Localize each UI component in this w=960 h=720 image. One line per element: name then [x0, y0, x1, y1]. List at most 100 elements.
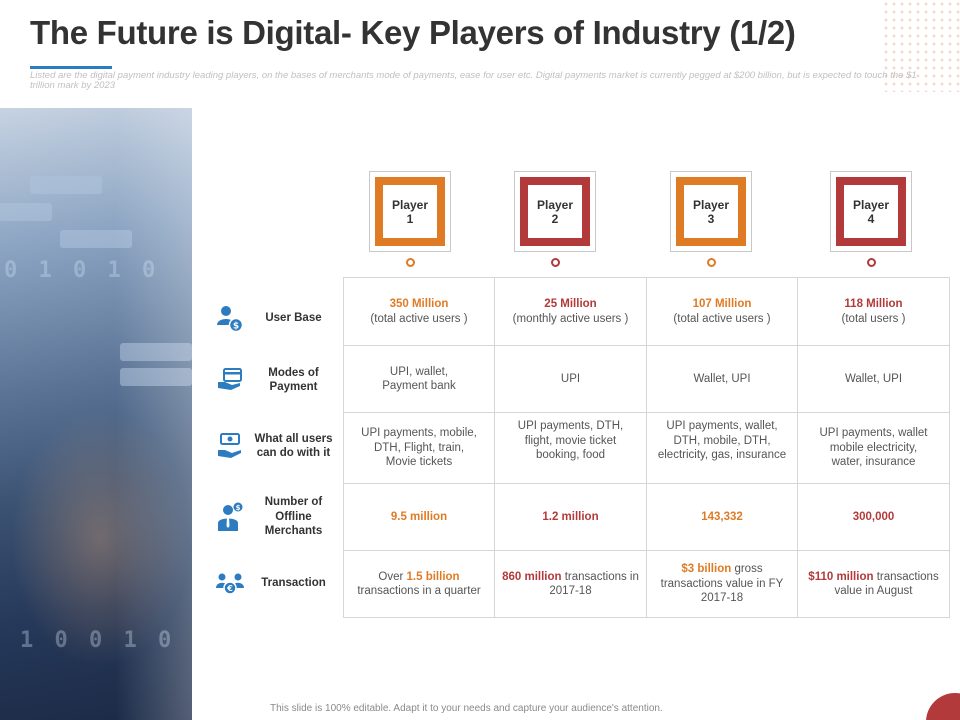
table-row-transactions: Over 1.5 billion transactions in a quarte… [343, 550, 950, 618]
table-row-modes: UPI, wallet, Payment bank UPI Wallet, UPI… [343, 345, 950, 413]
cell-highlight: 25 Million [544, 298, 597, 310]
cell-highlight: 1.5 billion [406, 570, 460, 583]
lock-box-decoration [120, 343, 192, 361]
connector-node [406, 258, 415, 267]
connector-node [867, 258, 876, 267]
comparison-table: 350 Million (total active users ) 25 Mill… [343, 277, 950, 618]
cell-text: transactions value in August [834, 570, 939, 598]
row-label-user-base: $ User Base [212, 298, 338, 338]
player-label-line: Player [536, 197, 574, 212]
table-cell: $3 billion gross transactions value in F… [646, 550, 798, 618]
table-cell: 143,332 [646, 483, 798, 551]
connector-node [707, 258, 716, 267]
cell-highlight: $110 million [808, 570, 874, 583]
cell-line: electricity, gas, insurance [657, 449, 787, 461]
player-2-label: Player 2 [520, 177, 590, 246]
table-cell: 107 Million (total active users ) [646, 277, 798, 346]
row-label-text: Number of Offline Merchants [264, 496, 323, 538]
cell-line: UPI payments, DTH, [517, 420, 624, 432]
table-cell: 9.5 million [343, 483, 495, 551]
player-number: 4 [867, 211, 875, 226]
player-2-box: Player 2 [514, 171, 596, 267]
table-row-merchants: 9.5 million 1.2 million 143,332 300,000 [343, 483, 950, 551]
table-cell: UPI payments, DTH, flight, movie ticket bo… [494, 412, 647, 484]
table-cell: UPI payments, wallet mobile electricity, w… [797, 412, 950, 484]
lock-box-decoration [120, 368, 192, 386]
svg-text:€: € [226, 584, 233, 593]
table-cell: Wallet, UPI [797, 345, 950, 413]
row-label-text: User Base [265, 311, 322, 324]
svg-text:$: $ [236, 504, 241, 512]
cell-line: UPI payments, mobile, [361, 427, 477, 440]
player-label-line: Player [391, 197, 429, 212]
table-row-user-base: 350 Million (total active users ) 25 Mill… [343, 277, 950, 346]
svg-text:$: $ [233, 322, 239, 332]
player-label-line: Player [692, 197, 730, 212]
binary-digits-decoration: 0 1 0 1 0 [4, 258, 159, 283]
dot-pattern-decoration [882, 0, 960, 92]
cash-in-hand-icon [218, 433, 241, 458]
row-label-offline-merchants: $ Number of Offline Merchants [212, 496, 338, 538]
table-cell: 300,000 [797, 483, 950, 551]
cell-highlight: 143,332 [701, 510, 743, 523]
table-cell: UPI, wallet, Payment bank [343, 345, 495, 413]
cell-highlight: 107 Million [692, 298, 752, 310]
table-cell: $110 million transactions value in Augus… [797, 550, 950, 618]
player-1-box: Player 1 [369, 171, 451, 267]
cell-highlight: $3 billion [681, 563, 732, 576]
row-label-text: Transaction [261, 576, 326, 589]
table-cell: UPI [494, 345, 647, 413]
connector-node [551, 258, 560, 267]
cell-highlight: 350 Million [389, 298, 449, 310]
lock-box-decoration [60, 230, 132, 248]
player-1-label: Player 1 [375, 177, 445, 246]
table-cell: 860 million transactions in 2017-18 [494, 550, 647, 618]
cell-line: booking, food [535, 449, 606, 461]
cell-highlight: 9.5 million [390, 510, 448, 523]
table-row-uses: UPI payments, mobile, DTH, Flight, train,… [343, 412, 950, 484]
user-money-icon: $ [217, 306, 244, 333]
corner-circle-decoration [926, 693, 960, 720]
cell-text: transactions in a quarter [357, 585, 481, 597]
table-cell: 1.2 million [494, 483, 647, 551]
table-cell: Wallet, UPI [646, 345, 798, 413]
cell-line: UPI payments, wallet [819, 427, 928, 440]
cell-highlight: 300,000 [852, 510, 895, 523]
cell-text: gross transactions value in FY 2017-18 [660, 563, 784, 605]
cell-text: transactions in 2017-18 [549, 570, 639, 598]
table-cell: UPI payments, mobile, DTH, Flight, train,… [343, 412, 495, 484]
cell-line: flight, movie ticket [524, 434, 617, 447]
cell-highlight: 1.2 million [542, 510, 599, 523]
lock-box-decoration [30, 176, 102, 194]
row-label-uses: What all users can do with it [212, 426, 338, 466]
row-label-text: What all users can do with it [254, 432, 333, 460]
cell-highlight: 118 Million [844, 298, 903, 310]
side-photo: 0 1 0 1 0 1 0 0 1 0 [0, 108, 192, 720]
cell-note: (monthly active users ) [512, 312, 629, 325]
row-label-transaction: € Transaction [212, 563, 338, 603]
photo-fade [0, 108, 192, 720]
lock-box-decoration [0, 203, 52, 221]
player-4-label: Player 4 [836, 177, 906, 246]
title-underline [30, 66, 112, 69]
cell-line: Movie tickets [385, 456, 453, 469]
table-cell: 118 Million (total users ) [797, 277, 950, 346]
photo-glow [10, 408, 190, 668]
cell-note: (total active users ) [673, 312, 771, 325]
businessman-dollar-icon: $ [218, 502, 243, 531]
cell-text: Over [378, 570, 407, 583]
table-cell: 350 Million (total active users ) [343, 277, 495, 346]
cell-note: (total active users ) [370, 312, 468, 325]
cell-highlight: 860 million [502, 570, 562, 583]
slide-title: The Future is Digital- Key Players of In… [30, 14, 796, 51]
cell-line: DTH, mobile, DTH, [673, 434, 771, 447]
cell-line: DTH, Flight, train, [373, 441, 465, 454]
player-number: 3 [707, 211, 715, 226]
cell-note: (total users ) [841, 312, 906, 325]
player-label-line: Player [852, 197, 890, 212]
slide-footer: This slide is 100% editable. Adapt it to… [270, 703, 663, 714]
binary-digits-decoration: 1 0 0 1 0 [20, 628, 175, 653]
player-3-label: Player 3 [676, 177, 746, 246]
slide-subtitle: Listed are the digital payment industry … [30, 70, 917, 91]
cell-line: UPI, wallet, [389, 365, 449, 378]
